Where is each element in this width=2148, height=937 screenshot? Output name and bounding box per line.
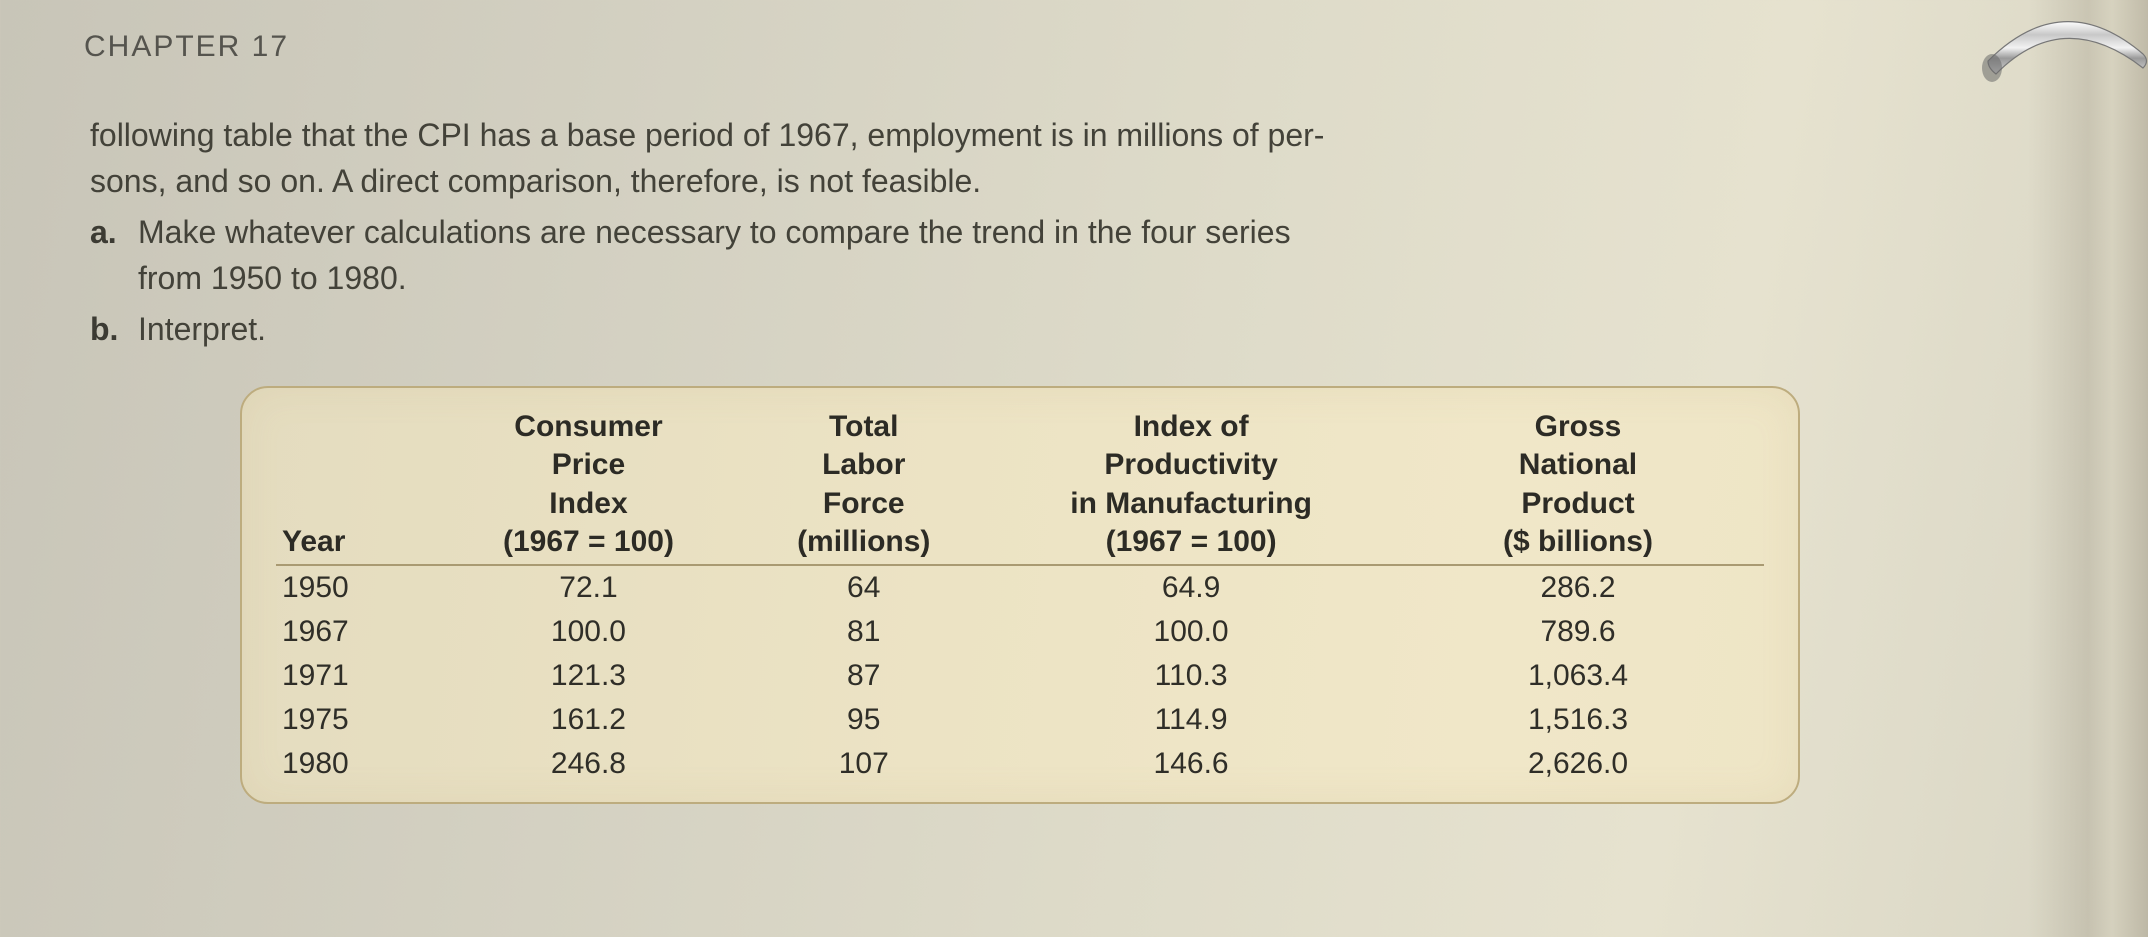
cell-year: 1980: [276, 742, 440, 786]
cell-gnp: 789.6: [1392, 610, 1764, 654]
cell-gnp: 286.2: [1392, 565, 1764, 610]
cell-cpi: 161.2: [440, 698, 738, 742]
col-header-cpi: Consumer Price Index (1967 = 100): [440, 406, 738, 565]
header-text: (millions): [797, 525, 930, 558]
col-header-gnp: Gross National Product ($ billions): [1392, 406, 1764, 565]
header-text: Index of: [1134, 410, 1249, 443]
list-item-b: b. Interpret.: [90, 306, 1810, 352]
header-text: Force: [823, 487, 905, 520]
para-line-2: sons, and so on. A direct comparison, th…: [90, 158, 1810, 204]
cell-prod: 114.9: [990, 698, 1392, 742]
list-item-a: a. Make whatever calculations are necess…: [90, 209, 1810, 302]
cell-prod: 110.3: [990, 654, 1392, 698]
chapter-label: CHAPTER 17: [84, 30, 2058, 64]
col-header-prod: Index of Productivity in Manufacturing (…: [990, 406, 1392, 565]
cell-gnp: 1,063.4: [1392, 654, 1764, 698]
header-text: Gross: [1535, 410, 1622, 443]
cell-gnp: 2,626.0: [1392, 742, 1764, 786]
cell-cpi: 246.8: [440, 742, 738, 786]
cell-labor: 81: [737, 610, 990, 654]
page-edge-shadow: [2028, 0, 2148, 937]
header-text: Total: [829, 410, 898, 443]
cell-prod: 146.6: [990, 742, 1392, 786]
list-body-a: Make whatever calculations are necessary…: [138, 209, 1810, 302]
header-text: Price: [552, 448, 625, 481]
header-text: Consumer: [514, 410, 662, 443]
header-text: Labor: [822, 448, 905, 481]
header-text: in Manufacturing: [1070, 487, 1312, 520]
cell-year: 1950: [276, 565, 440, 610]
table-row: 1980246.8107146.62,626.0: [276, 742, 1764, 786]
cell-cpi: 72.1: [440, 565, 738, 610]
list-body-b: Interpret.: [138, 306, 1810, 352]
cell-year: 1971: [276, 654, 440, 698]
table-row: 1967100.081100.0789.6: [276, 610, 1764, 654]
header-text: (1967 = 100): [503, 525, 674, 558]
header-text: Index: [549, 487, 627, 520]
cell-labor: 64: [737, 565, 990, 610]
data-table-container: Year Consumer Price Index (1967 = 100) T…: [240, 386, 1800, 804]
table-body: 195072.16464.9286.21967100.081100.0789.6…: [276, 565, 1764, 786]
cell-year: 1967: [276, 610, 440, 654]
table-head: Year Consumer Price Index (1967 = 100) T…: [276, 406, 1764, 565]
table-row: 195072.16464.9286.2: [276, 565, 1764, 610]
data-table: Year Consumer Price Index (1967 = 100) T…: [276, 406, 1764, 786]
item-a-line-1: Make whatever calculations are necessary…: [138, 209, 1810, 255]
cell-cpi: 121.3: [440, 654, 738, 698]
cell-gnp: 1,516.3: [1392, 698, 1764, 742]
cell-cpi: 100.0: [440, 610, 738, 654]
header-text: ($ billions): [1503, 525, 1653, 558]
intro-paragraph: following table that the CPI has a base …: [90, 112, 1810, 352]
header-text: (1967 = 100): [1106, 525, 1277, 558]
header-text: Productivity: [1104, 448, 1277, 481]
cell-labor: 87: [737, 654, 990, 698]
col-header-year: Year: [276, 406, 440, 565]
item-a-line-2: from 1950 to 1980.: [138, 255, 1810, 301]
para-line-1: following table that the CPI has a base …: [90, 112, 1810, 158]
cell-prod: 100.0: [990, 610, 1392, 654]
cell-year: 1975: [276, 698, 440, 742]
header-text: Year: [282, 525, 345, 558]
table-row: 1971121.387110.31,063.4: [276, 654, 1764, 698]
cell-labor: 107: [737, 742, 990, 786]
textbook-page: CHAPTER 17 following table that the CPI …: [0, 0, 2148, 937]
binder-ring-icon: [1968, 6, 2148, 156]
header-text: Product: [1521, 487, 1634, 520]
cell-labor: 95: [737, 698, 990, 742]
header-text: National: [1519, 448, 1637, 481]
cell-prod: 64.9: [990, 565, 1392, 610]
col-header-labor: Total Labor Force (millions): [737, 406, 990, 565]
list-marker-a: a.: [90, 209, 138, 302]
list-marker-b: b.: [90, 306, 138, 352]
table-row: 1975161.295114.91,516.3: [276, 698, 1764, 742]
